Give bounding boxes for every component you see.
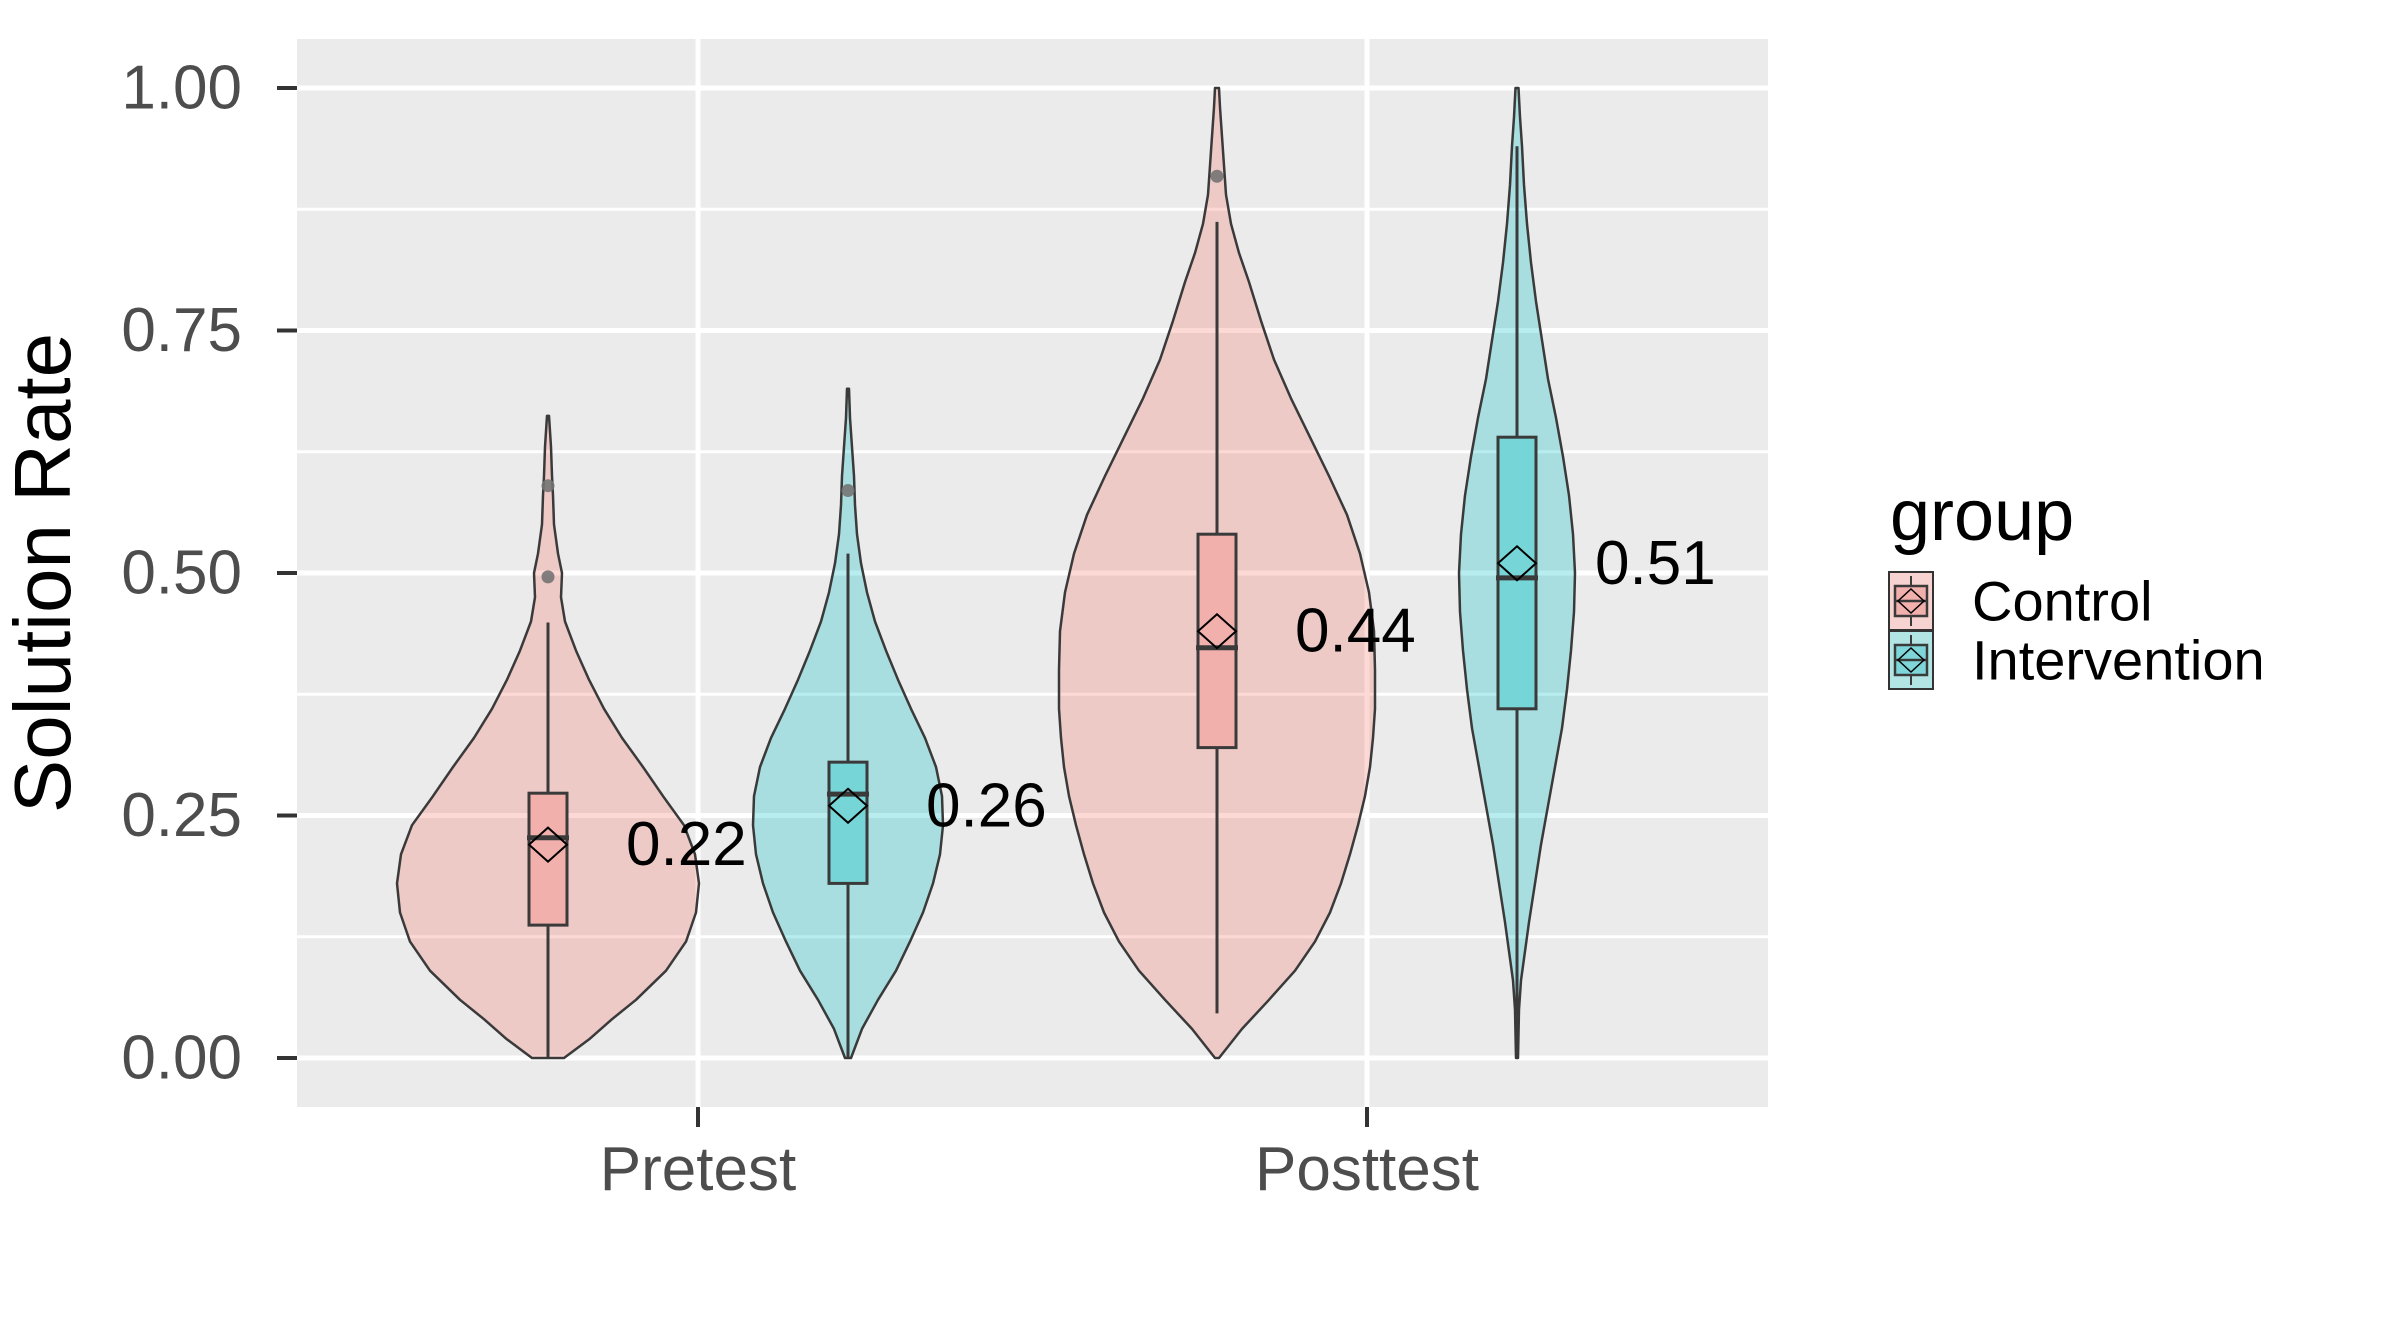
mean-diamond-intervention-posttest — [1496, 544, 1538, 582]
mean-label-control-pretest: 0.22 — [626, 810, 747, 879]
mean-label-intervention-posttest: 0.51 — [1595, 529, 1716, 598]
legend-label-control: Control — [1972, 570, 2153, 633]
mean-label-intervention-pretest: 0.26 — [926, 771, 1047, 840]
outlier-point-control-pretest — [541, 479, 555, 493]
outlier-point-control-posttest — [1210, 169, 1224, 183]
x-tick-label-pretest: Pretest — [600, 1135, 796, 1204]
mean-diamond-control-pretest — [527, 826, 569, 863]
legend-title: group — [1890, 476, 2074, 556]
outlier-point-control-pretest — [541, 570, 555, 584]
y-tick-label: 0.50 — [121, 539, 242, 608]
y-axis-title: Solution Rate — [0, 333, 87, 813]
outlier-point-intervention-pretest — [841, 484, 855, 498]
mean-diamond-control-posttest — [1196, 612, 1238, 650]
legend-key-diamond-intervention — [1896, 646, 1926, 674]
y-tick-label: 1.00 — [121, 54, 242, 123]
mean-diamond-intervention-pretest — [827, 787, 869, 825]
box-intervention-posttest — [1496, 435, 1538, 711]
legend-label-intervention: Intervention — [1972, 629, 2265, 692]
y-tick-label: 0.00 — [121, 1024, 242, 1093]
box-control-pretest — [527, 791, 569, 927]
box-control-posttest — [1196, 532, 1238, 750]
legend-key-diamond-control — [1896, 587, 1926, 615]
y-tick-label: 0.75 — [121, 296, 242, 365]
y-tick-label: 0.25 — [121, 781, 242, 850]
mean-label-control-posttest: 0.44 — [1295, 597, 1416, 666]
x-tick-label-posttest: Posttest — [1255, 1135, 1479, 1204]
